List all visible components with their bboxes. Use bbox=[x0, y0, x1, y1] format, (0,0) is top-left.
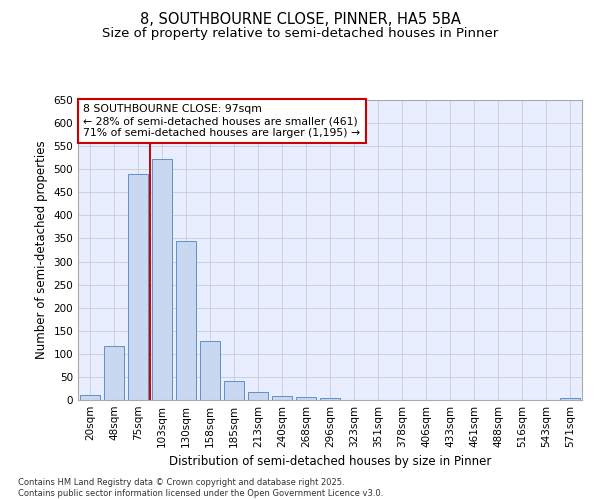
Bar bbox=[248, 392, 268, 400]
Bar bbox=[272, 396, 292, 400]
Bar bbox=[80, 395, 100, 400]
Text: 8 SOUTHBOURNE CLOSE: 97sqm
← 28% of semi-detached houses are smaller (461)
71% o: 8 SOUTHBOURNE CLOSE: 97sqm ← 28% of semi… bbox=[83, 104, 360, 138]
Bar bbox=[176, 241, 196, 400]
Bar bbox=[224, 380, 244, 400]
Text: 8, SOUTHBOURNE CLOSE, PINNER, HA5 5BA: 8, SOUTHBOURNE CLOSE, PINNER, HA5 5BA bbox=[140, 12, 460, 28]
Bar bbox=[296, 397, 316, 400]
Bar bbox=[320, 398, 340, 400]
Text: Contains HM Land Registry data © Crown copyright and database right 2025.
Contai: Contains HM Land Registry data © Crown c… bbox=[18, 478, 383, 498]
Bar bbox=[152, 158, 172, 400]
Bar bbox=[560, 398, 580, 400]
Bar bbox=[200, 342, 220, 400]
Text: Size of property relative to semi-detached houses in Pinner: Size of property relative to semi-detach… bbox=[102, 28, 498, 40]
Y-axis label: Number of semi-detached properties: Number of semi-detached properties bbox=[35, 140, 48, 360]
Bar bbox=[128, 174, 148, 400]
X-axis label: Distribution of semi-detached houses by size in Pinner: Distribution of semi-detached houses by … bbox=[169, 456, 491, 468]
Bar bbox=[104, 346, 124, 400]
